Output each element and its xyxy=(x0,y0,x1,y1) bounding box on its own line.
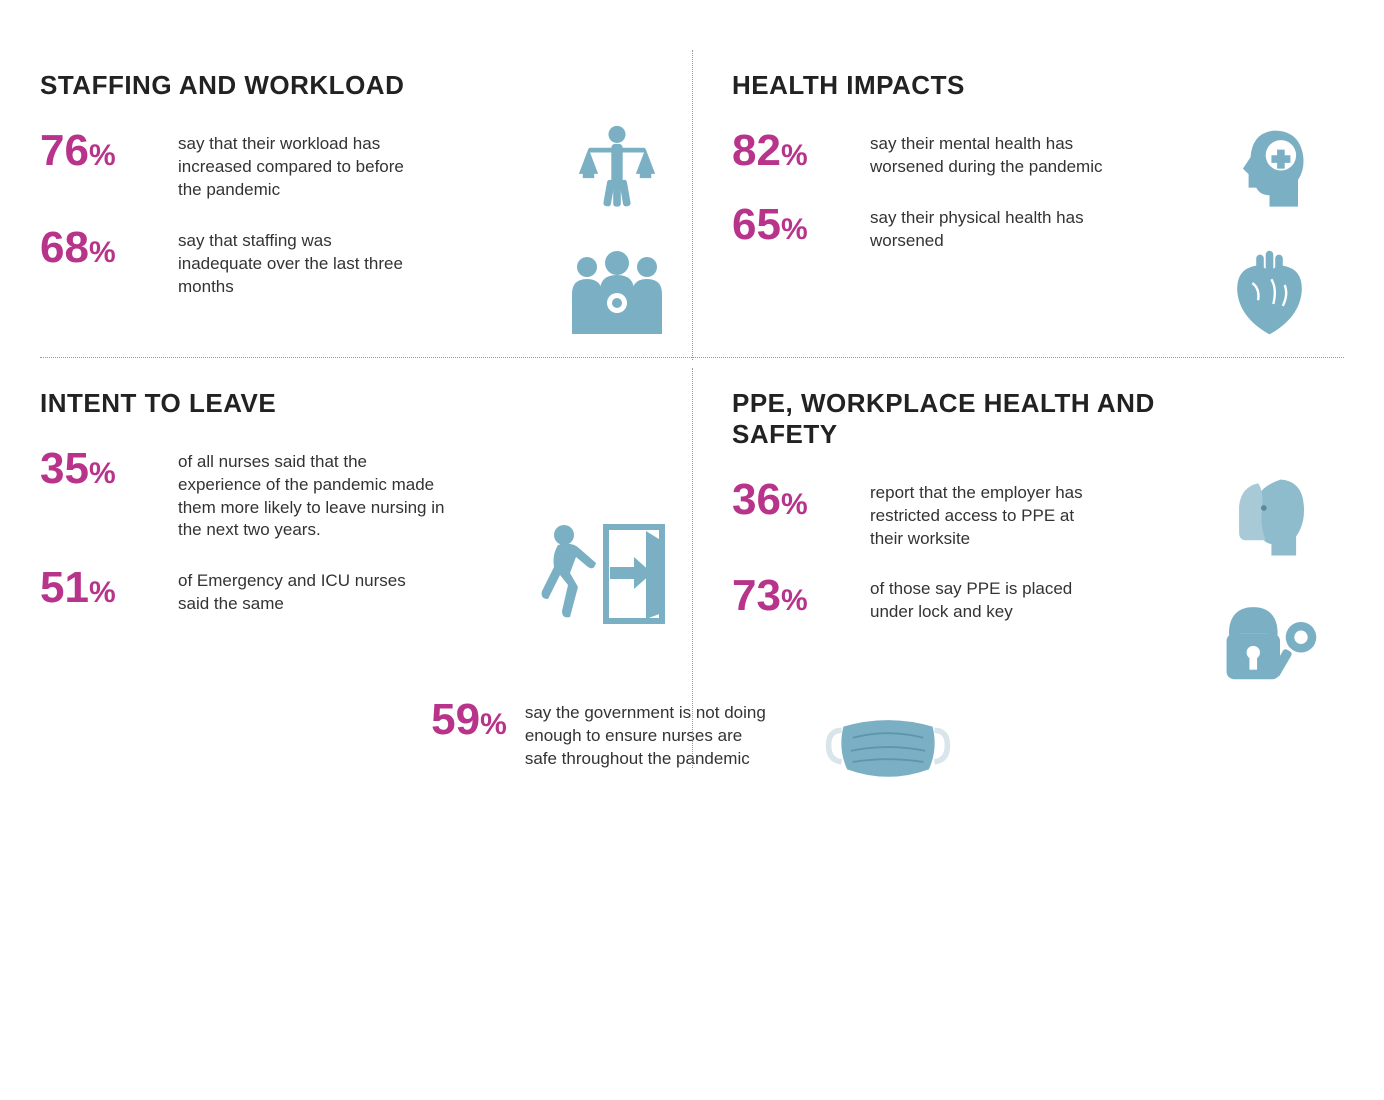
infographic-grid: STAFFING AND WORKLOAD 76% say that their… xyxy=(40,50,1344,678)
section-ppe: PPE, WORKPLACE HEALTH AND SAFETY 36% rep… xyxy=(692,368,1344,679)
stat-pct: 73% xyxy=(732,574,852,618)
stat-pct: 35% xyxy=(40,447,160,491)
stat-pct: 68% xyxy=(40,226,160,270)
section-title: PPE, WORKPLACE HEALTH AND SAFETY xyxy=(732,388,1172,450)
head-brain-icon xyxy=(1214,120,1324,220)
stat-desc: report that the employer has restricted … xyxy=(870,482,1110,551)
stat-pct: 51% xyxy=(40,566,160,610)
stat-desc: say the government is not doing enough t… xyxy=(525,702,775,771)
exit-door-icon xyxy=(532,508,672,638)
section-title: INTENT TO LEAVE xyxy=(40,388,662,419)
face-mask-icon xyxy=(823,698,953,798)
heart-anatomical-icon xyxy=(1214,244,1324,344)
icon-stack xyxy=(532,508,672,638)
stat-pct: 36% xyxy=(732,478,852,522)
stat-desc: say that their workload has increased co… xyxy=(178,133,418,202)
stat-desc: of all nurses said that the experience o… xyxy=(178,451,448,543)
stat-pct: 65% xyxy=(732,203,852,247)
balance-scale-person-icon xyxy=(562,120,672,220)
icon-stack xyxy=(562,120,672,344)
vertical-divider xyxy=(692,50,693,360)
stat-desc: say their mental health has worsened dur… xyxy=(870,133,1110,179)
vertical-divider xyxy=(692,368,693,768)
icon-stack xyxy=(1214,120,1324,344)
stat-desc: of Emergency and ICU nurses said the sam… xyxy=(178,570,418,616)
stat-desc: say their physical health has worsened xyxy=(870,207,1110,253)
face-shield-icon xyxy=(1214,468,1324,568)
section-staffing: STAFFING AND WORKLOAD 76% say that their… xyxy=(40,50,692,353)
stat-desc: say that staffing was inadequate over th… xyxy=(178,230,418,299)
icon-stack xyxy=(1214,468,1324,692)
section-title: STAFFING AND WORKLOAD xyxy=(40,70,662,101)
lock-key-icon xyxy=(1214,592,1324,692)
stat-pct: 59% xyxy=(431,698,507,742)
section-health: HEALTH IMPACTS 82% say their mental heal… xyxy=(692,50,1344,353)
section-intent: INTENT TO LEAVE 35% of all nurses said t… xyxy=(40,368,692,679)
stat-pct: 76% xyxy=(40,129,160,173)
stat-desc: of those say PPE is placed under lock an… xyxy=(870,578,1110,624)
section-title: HEALTH IMPACTS xyxy=(732,70,1314,101)
people-group-icon xyxy=(562,244,672,344)
stat-pct: 82% xyxy=(732,129,852,173)
